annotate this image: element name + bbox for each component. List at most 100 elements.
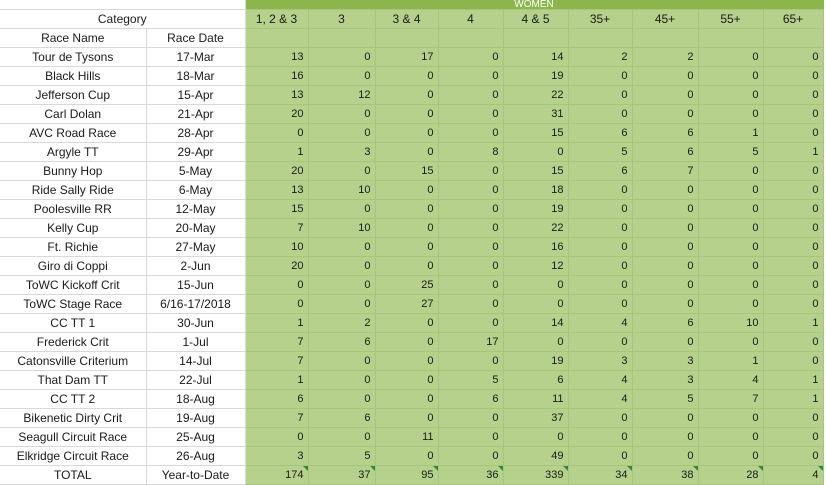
race-name-cell[interactable]: Kelly Cup — [0, 218, 147, 238]
count-cell[interactable]: 0 — [503, 332, 569, 352]
count-cell[interactable]: 0 — [632, 237, 699, 257]
race-name-cell[interactable]: Bikenetic Dirty Crit — [0, 408, 147, 428]
count-cell[interactable]: 0 — [375, 313, 439, 333]
count-cell[interactable]: 4 — [568, 313, 633, 333]
count-cell[interactable]: 0 — [568, 237, 633, 257]
col-header[interactable]: 1, 2 & 3 — [245, 9, 309, 29]
count-cell[interactable]: 0 — [503, 142, 569, 162]
race-date-cell[interactable]: 17-Mar — [146, 47, 246, 67]
count-cell[interactable]: 19 — [503, 66, 569, 86]
count-cell[interactable]: 5 — [308, 446, 376, 466]
count-cell[interactable]: 0 — [568, 199, 633, 219]
count-cell[interactable]: 0 — [763, 161, 824, 181]
count-cell[interactable]: 1 — [245, 370, 309, 390]
count-cell[interactable]: 0 — [698, 408, 764, 428]
count-cell[interactable]: 0 — [438, 237, 504, 257]
race-date-cell[interactable]: 28-Apr — [146, 123, 246, 143]
count-cell[interactable]: 0 — [375, 446, 439, 466]
count-cell[interactable]: 0 — [568, 66, 633, 86]
count-cell[interactable]: 15 — [503, 161, 569, 181]
total-cell[interactable]: 28 — [698, 465, 764, 485]
count-cell[interactable]: 0 — [763, 408, 824, 428]
race-date-cell[interactable]: 21-Apr — [146, 104, 246, 124]
count-cell[interactable]: 7 — [245, 408, 309, 428]
race-date-cell[interactable]: 29-Apr — [146, 142, 246, 162]
count-cell[interactable]: 20 — [245, 161, 309, 181]
count-cell[interactable]: 10 — [698, 313, 764, 333]
race-date-cell[interactable]: 27-May — [146, 237, 246, 257]
count-cell[interactable]: 0 — [375, 123, 439, 143]
count-cell[interactable]: 0 — [438, 123, 504, 143]
count-cell[interactable]: 0 — [632, 218, 699, 238]
empty-cell[interactable] — [438, 28, 504, 48]
count-cell[interactable]: 1 — [763, 389, 824, 409]
total-cell[interactable]: 339 — [503, 465, 569, 485]
count-cell[interactable]: 7 — [632, 161, 699, 181]
count-cell[interactable]: 0 — [308, 123, 376, 143]
count-cell[interactable]: 0 — [763, 85, 824, 105]
count-cell[interactable]: 0 — [245, 275, 309, 295]
count-cell[interactable]: 0 — [698, 161, 764, 181]
race-date-cell[interactable]: 22-Jul — [146, 370, 246, 390]
count-cell[interactable]: 0 — [503, 275, 569, 295]
count-cell[interactable]: 0 — [632, 275, 699, 295]
empty-cell[interactable] — [308, 28, 376, 48]
count-cell[interactable]: 6 — [568, 161, 633, 181]
count-cell[interactable]: 5 — [568, 142, 633, 162]
count-cell[interactable]: 0 — [763, 104, 824, 124]
count-cell[interactable]: 0 — [568, 427, 633, 447]
count-cell[interactable]: 0 — [245, 294, 309, 314]
count-cell[interactable]: 0 — [375, 199, 439, 219]
empty-cell[interactable] — [503, 28, 569, 48]
col-header[interactable]: 4 & 5 — [503, 9, 569, 29]
count-cell[interactable]: 1 — [245, 313, 309, 333]
count-cell[interactable]: 0 — [763, 237, 824, 257]
count-cell[interactable]: 0 — [568, 218, 633, 238]
count-cell[interactable]: 17 — [375, 47, 439, 67]
count-cell[interactable]: 7 — [245, 332, 309, 352]
race-date-cell[interactable]: 26-Aug — [146, 446, 246, 466]
race-name-cell[interactable]: Jefferson Cup — [0, 85, 147, 105]
count-cell[interactable]: 0 — [438, 85, 504, 105]
count-cell[interactable]: 0 — [763, 275, 824, 295]
count-cell[interactable]: 4 — [568, 370, 633, 390]
count-cell[interactable]: 27 — [375, 294, 439, 314]
count-cell[interactable]: 0 — [763, 427, 824, 447]
count-cell[interactable]: 0 — [632, 85, 699, 105]
count-cell[interactable]: 15 — [503, 123, 569, 143]
col-header[interactable]: 45+ — [632, 9, 699, 29]
count-cell[interactable]: 0 — [763, 256, 824, 276]
race-date-cell[interactable]: 1-Jul — [146, 332, 246, 352]
count-cell[interactable]: 0 — [245, 123, 309, 143]
count-cell[interactable]: 20 — [245, 104, 309, 124]
count-cell[interactable]: 0 — [698, 256, 764, 276]
count-cell[interactable]: 0 — [308, 237, 376, 257]
count-cell[interactable]: 13 — [245, 47, 309, 67]
col-header[interactable]: 4 — [438, 9, 504, 29]
band-spacer[interactable] — [0, 0, 246, 10]
count-cell[interactable]: 0 — [438, 218, 504, 238]
count-cell[interactable]: 0 — [568, 256, 633, 276]
count-cell[interactable]: 0 — [763, 66, 824, 86]
race-name-cell[interactable]: Seagull Circuit Race — [0, 427, 147, 447]
race-date-cell[interactable]: 18-Mar — [146, 66, 246, 86]
count-cell[interactable]: 3 — [308, 142, 376, 162]
count-cell[interactable]: 0 — [568, 85, 633, 105]
count-cell[interactable]: 15 — [375, 161, 439, 181]
count-cell[interactable]: 0 — [763, 199, 824, 219]
count-cell[interactable]: 0 — [698, 218, 764, 238]
count-cell[interactable]: 0 — [308, 370, 376, 390]
count-cell[interactable]: 14 — [503, 47, 569, 67]
count-cell[interactable]: 6 — [308, 332, 376, 352]
race-name-cell[interactable]: Catonsville Criterium — [0, 351, 147, 371]
count-cell[interactable]: 0 — [375, 142, 439, 162]
empty-cell[interactable] — [698, 28, 764, 48]
count-cell[interactable]: 0 — [632, 446, 699, 466]
race-name-header[interactable]: Race Name — [0, 28, 147, 48]
race-date-cell[interactable]: 20-May — [146, 218, 246, 238]
count-cell[interactable]: 18 — [503, 180, 569, 200]
race-date-cell[interactable]: 6/16-17/2018 — [146, 294, 246, 314]
count-cell[interactable]: 0 — [632, 180, 699, 200]
count-cell[interactable]: 0 — [308, 104, 376, 124]
count-cell[interactable]: 0 — [375, 332, 439, 352]
